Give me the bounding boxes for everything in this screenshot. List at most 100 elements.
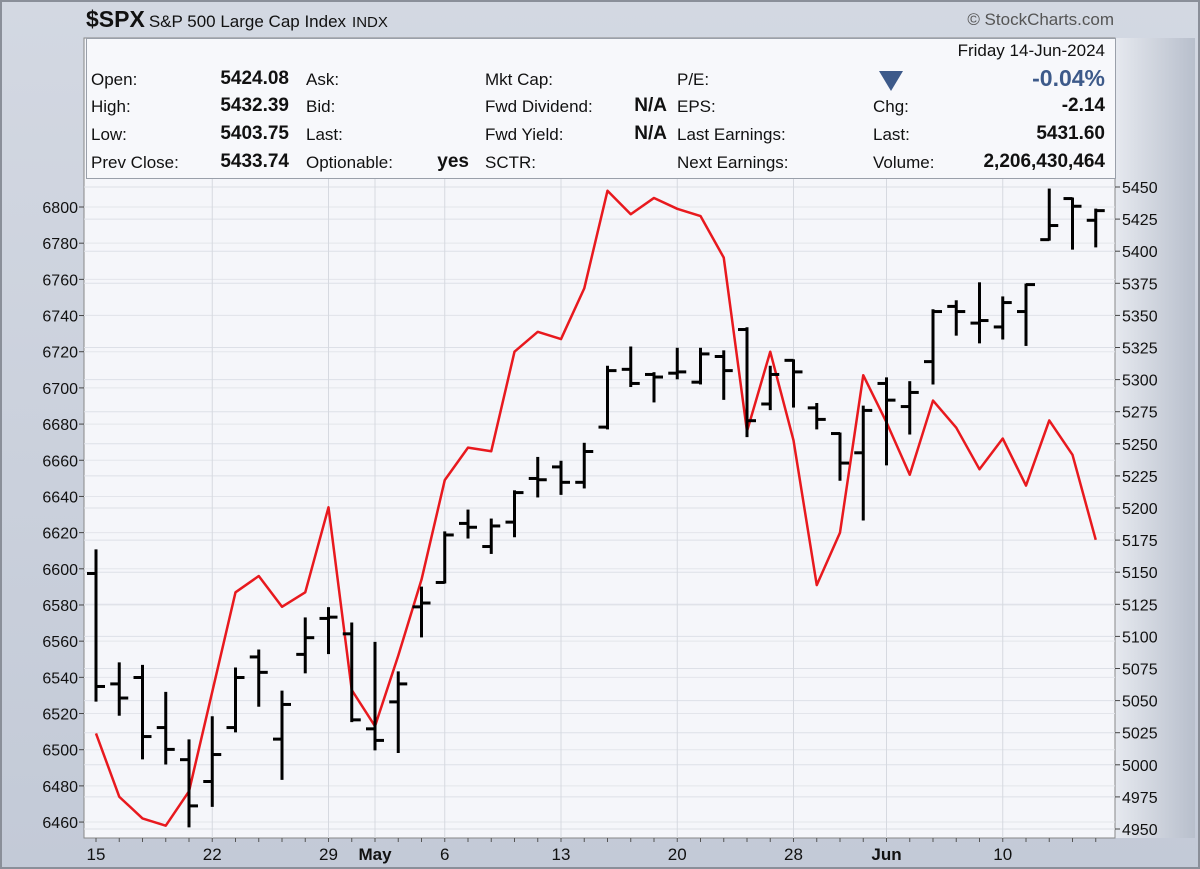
- ohlc-bar: [621, 346, 640, 388]
- fwd-dividend-value: N/A: [634, 95, 667, 116]
- volume-value: 2,206,430,464: [983, 151, 1105, 172]
- left-axis-label: 6460: [42, 815, 78, 832]
- x-axis-label: 22: [203, 845, 222, 864]
- pe-label: P/E:: [677, 70, 710, 89]
- right-axis-label: 5025: [1122, 726, 1158, 743]
- ohlc-bar: [854, 405, 873, 521]
- left-axis-label: 6740: [42, 309, 78, 326]
- right-axis-label: 5100: [1122, 629, 1158, 646]
- security-name: S&P 500 Large Cap Index: [148, 12, 347, 31]
- symbol: $SPX: [86, 6, 145, 32]
- right-axis-label: 5200: [1122, 501, 1158, 518]
- ohlc-bar: [296, 617, 315, 674]
- prev-close-label: Prev Close:: [91, 153, 179, 172]
- right-axis-label: 5450: [1122, 180, 1158, 197]
- prev-close-value: 5433.74: [220, 151, 289, 172]
- right-axis-label: 4975: [1122, 790, 1158, 807]
- ohlc-bar: [575, 442, 594, 489]
- x-axis-label: 6: [440, 845, 449, 864]
- ohlc-bar: [459, 509, 477, 539]
- left-axis-label: 6520: [42, 707, 78, 724]
- ohlc-bar: [342, 622, 361, 723]
- ohlc-bar: [133, 664, 152, 760]
- ohlc-bar: [738, 327, 756, 438]
- open-value: 5424.08: [220, 68, 289, 89]
- ohlc-bar: [389, 671, 408, 753]
- x-axis-label: May: [358, 845, 392, 864]
- exchange: INDX: [352, 14, 388, 31]
- right-axis-label: 5150: [1122, 565, 1158, 582]
- x-axis-label: 13: [552, 845, 571, 864]
- ohlc-bar: [1063, 197, 1082, 250]
- down-arrow-icon: [879, 71, 903, 91]
- optionable-label: Optionable:: [306, 153, 393, 172]
- chart-title: $SPX S&P 500 Large Cap Index INDX: [86, 6, 388, 33]
- ohlc-bar: [831, 432, 849, 481]
- ohlc-bar: [924, 309, 942, 385]
- right-axis-label: 5175: [1122, 533, 1158, 550]
- ohlc-bar: [203, 716, 222, 807]
- left-axis-label: 6720: [42, 345, 78, 362]
- left-axis-label: 6480: [42, 779, 78, 796]
- right-axis-label: 5400: [1122, 244, 1158, 261]
- left-axis-label: 6780: [42, 236, 78, 253]
- last-earnings-label: Last Earnings:: [677, 125, 786, 144]
- left-axis-label: 6700: [42, 381, 78, 398]
- x-axis-label: 29: [319, 845, 338, 864]
- quote-date: Friday 14-Jun-2024: [957, 41, 1105, 60]
- fwd-yield-label: Fwd Yield:: [485, 125, 564, 144]
- high-label: High:: [91, 97, 131, 116]
- left-axis-label: 6540: [42, 670, 78, 687]
- right-axis-label: 5075: [1122, 662, 1158, 679]
- ohlc-bar: [87, 549, 105, 702]
- chg-label: Chg:: [873, 97, 909, 116]
- left-axis-label: 6580: [42, 598, 78, 615]
- ohlc-bar: [412, 586, 431, 638]
- right-axis-label: 5425: [1122, 212, 1158, 229]
- right-axis-label: 5250: [1122, 437, 1158, 454]
- left-axis-label: 6640: [42, 489, 78, 506]
- ohlc-bar: [249, 649, 268, 707]
- ohlc-bar: [714, 350, 733, 400]
- right-axis-label: 5050: [1122, 694, 1158, 711]
- left-axis-label: 6500: [42, 743, 78, 760]
- left-axis-label: 6760: [42, 272, 78, 289]
- ask-label: Ask:: [306, 70, 340, 89]
- ohlc-bar: [970, 282, 989, 344]
- right-axis-panel: [1115, 38, 1195, 838]
- fwd-yield-value: N/A: [634, 123, 667, 144]
- right-axis-label: 5000: [1122, 758, 1158, 775]
- left-axis-label: 6560: [42, 634, 78, 651]
- ohlc-bar: [1086, 208, 1105, 248]
- ohlc-bar: [691, 347, 710, 385]
- sctr-label: SCTR:: [485, 153, 536, 172]
- ohlc-bar: [668, 347, 687, 380]
- right-axis-label: 5225: [1122, 469, 1158, 486]
- ohlc-bar: [1040, 188, 1059, 242]
- ohlc-bar: [598, 365, 617, 430]
- overlay-line: [94, 189, 1097, 827]
- ohlc-bar: [645, 372, 663, 403]
- low-label: Low:: [91, 125, 127, 144]
- copyright: © StockCharts.com: [967, 10, 1114, 29]
- ohlc-bar: [761, 365, 780, 411]
- bid-label: Bid:: [306, 97, 336, 116]
- ohlc-bar: [505, 490, 524, 538]
- chg-value: -2.14: [1061, 95, 1105, 116]
- ohlc-bar: [877, 377, 896, 466]
- quote-info-box: Friday 14-Jun-2024 Open: 5424.08 High: 5…: [86, 38, 1116, 179]
- high-value: 5432.39: [220, 95, 289, 116]
- left-axis-label: 6660: [42, 453, 78, 470]
- right-axis-label: 5350: [1122, 308, 1158, 325]
- x-axis-label: 20: [668, 845, 687, 864]
- ohlc-bar: [156, 691, 175, 765]
- ohlc-bar: [180, 739, 198, 828]
- ohlc-bar: [900, 381, 919, 435]
- right-axis-label: 4950: [1122, 822, 1158, 839]
- low-value: 5403.75: [220, 123, 289, 144]
- right-axis-label: 5325: [1122, 341, 1158, 358]
- ohlc-bar: [947, 300, 966, 336]
- ohlc-bar: [807, 402, 826, 430]
- x-axis-label: 28: [784, 845, 803, 864]
- fwd-dividend-label: Fwd Dividend:: [485, 97, 593, 116]
